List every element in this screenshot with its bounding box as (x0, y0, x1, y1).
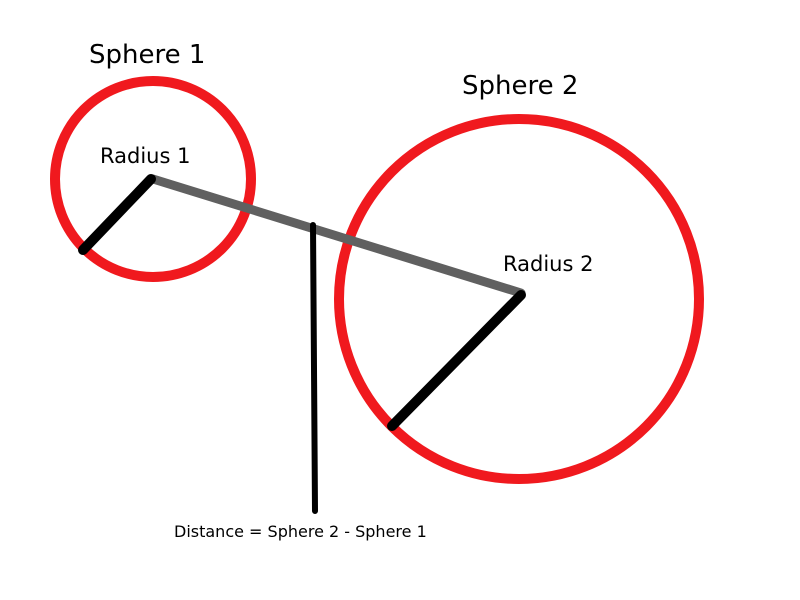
radius-1-line (78, 174, 156, 255)
center-distance-line (148, 174, 526, 298)
sphere-1-title: Sphere 1 (89, 40, 205, 70)
distance-caption: Distance = Sphere 2 - Sphere 1 (174, 522, 427, 541)
sphere-2-title: Sphere 2 (462, 71, 578, 101)
sphere-1-circle (50, 76, 256, 282)
sphere-2-circle (334, 114, 704, 484)
radius-1-label: Radius 1 (100, 144, 190, 168)
radius-2-label: Radius 2 (503, 252, 593, 276)
radius-2-line (387, 290, 526, 431)
distance-pointer-line (310, 222, 318, 514)
